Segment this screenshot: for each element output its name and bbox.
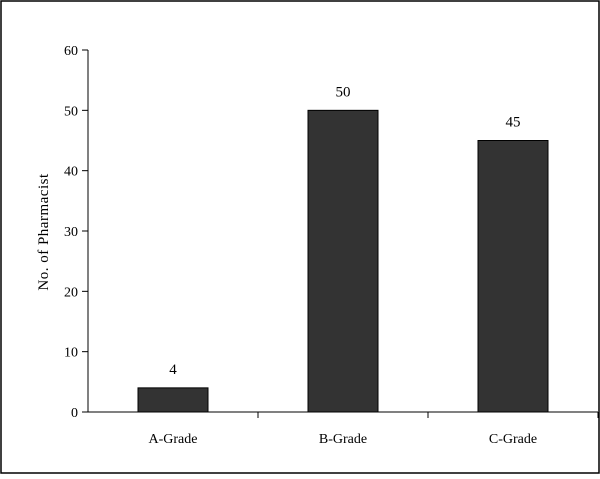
- bar-a-grade: [137, 387, 209, 413]
- y-tick-label: 60: [64, 44, 78, 59]
- data-label: 50: [336, 84, 351, 100]
- data-label: 4: [169, 362, 177, 378]
- y-tick-label: 10: [64, 346, 78, 361]
- y-axis-title: No. of Pharmacist: [36, 173, 52, 291]
- x-category-label: C-Grade: [489, 432, 537, 447]
- bar-b-grade: [307, 109, 379, 413]
- plot-area: 0 10 20 30 40 50 60 4 A-Grade 50 B-Grade 45 C-Grade: [64, 44, 599, 447]
- y-tick-label: 0: [71, 406, 78, 421]
- y-tick-label: 20: [64, 285, 78, 300]
- y-tick-label: 50: [64, 104, 78, 119]
- y-tick-label: 30: [64, 225, 78, 240]
- x-category-label: B-Grade: [319, 432, 367, 447]
- data-label: 45: [506, 115, 521, 131]
- y-tick-label: 40: [64, 165, 78, 180]
- bar-c-grade: [477, 140, 549, 413]
- x-category-label: A-Grade: [149, 432, 198, 447]
